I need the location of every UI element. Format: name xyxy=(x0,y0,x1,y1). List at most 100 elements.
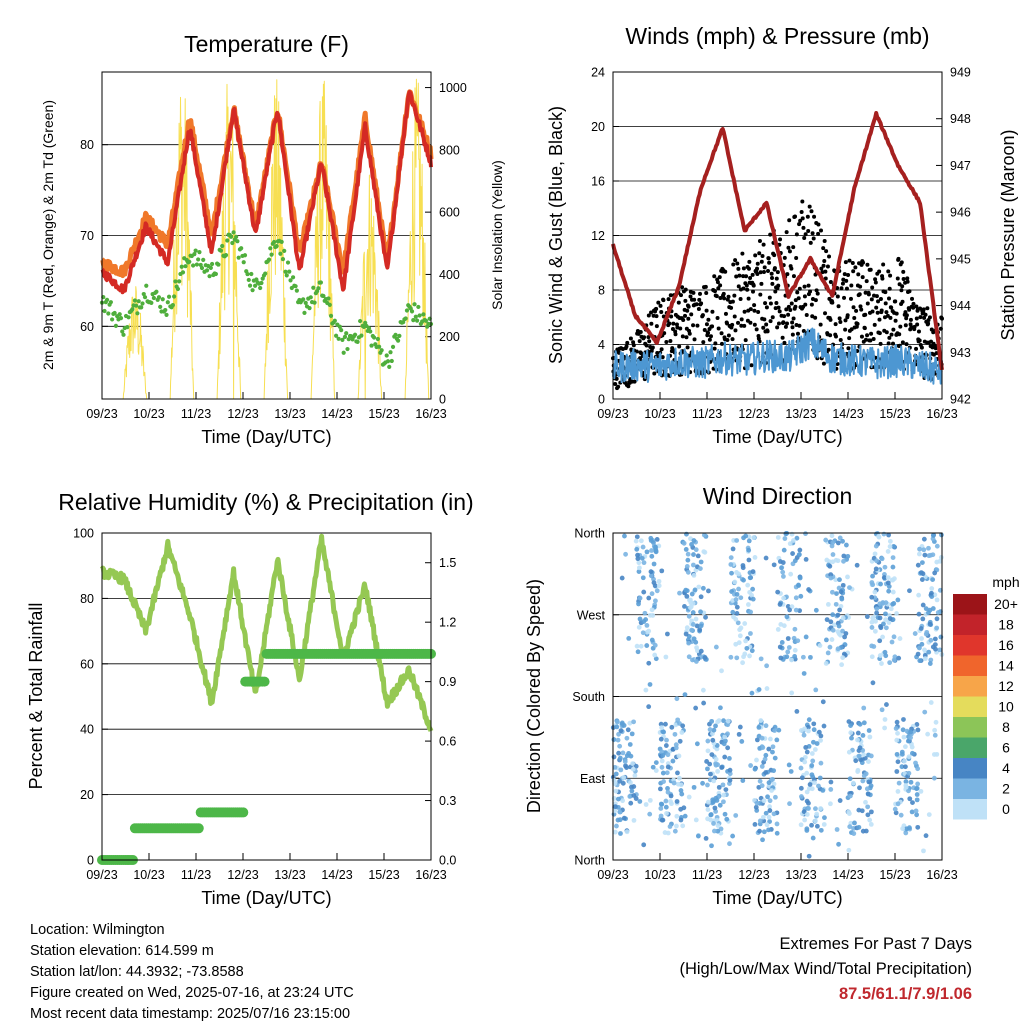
dewpoint-point xyxy=(175,286,181,292)
dewpoint-point xyxy=(385,359,391,364)
direction-point xyxy=(798,727,804,733)
direction-point xyxy=(812,780,817,786)
direction-point xyxy=(734,655,740,661)
gust-point xyxy=(762,317,767,322)
x-tick-label: 16/23 xyxy=(926,868,957,882)
dewpoint-point xyxy=(160,297,165,302)
direction-point xyxy=(895,759,901,765)
direction-point xyxy=(695,553,701,559)
temperature-y-title: 2m & 9m T (Red, Orange) & 2m Td (Green) xyxy=(40,100,56,370)
gust-point xyxy=(899,288,904,293)
direction-point xyxy=(835,629,841,635)
direction-point xyxy=(856,807,862,813)
direction-point xyxy=(841,558,846,564)
direction-point xyxy=(835,612,841,618)
y-tick-label: 60 xyxy=(80,657,94,671)
direction-point xyxy=(757,778,763,784)
y-tick-label: 70 xyxy=(80,229,94,243)
gust-point xyxy=(790,320,795,325)
direction-point xyxy=(615,719,620,725)
direction-point xyxy=(885,575,891,580)
direction-point xyxy=(705,807,711,812)
dewpoint-point xyxy=(283,269,288,274)
direction-point xyxy=(919,560,925,566)
direction-point xyxy=(770,749,775,755)
direction-point xyxy=(664,770,670,776)
direction-point xyxy=(928,657,934,663)
gust-point xyxy=(791,245,796,250)
direction-point xyxy=(691,538,697,543)
gust-point xyxy=(691,323,696,328)
x-tick-label: 16/23 xyxy=(415,407,446,421)
direction-point xyxy=(908,779,914,785)
gust-point xyxy=(765,329,770,334)
gust-point xyxy=(806,283,811,288)
gust-point xyxy=(715,315,720,320)
direction-point xyxy=(648,569,654,575)
direction-point xyxy=(753,804,759,810)
x-tick-label: 10/23 xyxy=(644,868,675,882)
dewpoint-point xyxy=(268,246,273,251)
gust-point xyxy=(800,199,805,204)
direction-point xyxy=(752,822,758,827)
direction-point xyxy=(737,633,743,639)
direction-point xyxy=(616,731,621,737)
gust-point xyxy=(767,295,772,300)
extremes-subtitle: (High/Low/Max Wind/Total Precipitation) xyxy=(679,960,972,978)
dewpoint-point xyxy=(235,239,240,244)
direction-point xyxy=(774,737,780,743)
gust-point xyxy=(877,331,882,336)
gust-point xyxy=(761,325,766,330)
direction-point xyxy=(837,577,842,583)
wind-title: Winds (mph) & Pressure (mb) xyxy=(625,23,929,49)
direction-point xyxy=(730,609,736,615)
direction-point xyxy=(745,602,751,607)
direction-point xyxy=(737,724,743,730)
gust-point xyxy=(877,269,882,274)
direction-point xyxy=(700,780,705,786)
direction-title: Wind Direction xyxy=(703,483,853,509)
y-tick-label: 16 xyxy=(591,175,605,189)
gust-point xyxy=(871,336,876,341)
dewpoint-point xyxy=(199,265,205,271)
direction-point xyxy=(902,744,908,750)
direction-point xyxy=(771,781,777,787)
gust-point xyxy=(766,256,771,261)
direction-point xyxy=(705,782,710,788)
humidity-title: Relative Humidity (%) & Precipitation (i… xyxy=(58,489,473,515)
gust-point xyxy=(827,254,832,259)
dewpoint-point xyxy=(192,252,197,257)
gust-point xyxy=(768,301,773,306)
direction-point xyxy=(757,818,763,824)
direction-point xyxy=(677,775,682,781)
gust-point xyxy=(893,318,898,323)
dewpoint-point xyxy=(113,323,119,328)
gust-point xyxy=(736,284,741,289)
direction-point xyxy=(827,563,833,569)
direction-point xyxy=(803,557,809,562)
y-tick-label: 8 xyxy=(598,284,605,298)
gust-point xyxy=(900,340,905,345)
direction-point xyxy=(749,592,755,598)
direction-point xyxy=(901,734,907,740)
direction-point xyxy=(767,736,773,742)
direction-point xyxy=(624,765,629,770)
direction-point xyxy=(908,735,913,741)
gust-point xyxy=(748,275,753,280)
gust-point xyxy=(757,239,762,244)
direction-point xyxy=(622,759,628,764)
gust-point xyxy=(889,332,894,337)
plot-frame xyxy=(612,532,943,861)
gust-point xyxy=(650,345,655,350)
direction-point xyxy=(771,562,777,568)
direction-point xyxy=(817,775,823,781)
legend-swatch xyxy=(953,696,987,717)
gust-point xyxy=(683,287,688,292)
x-tick-label: 13/23 xyxy=(785,868,816,882)
direction-point xyxy=(649,548,654,553)
direction-point xyxy=(811,727,817,733)
dewpoint-point xyxy=(249,271,254,277)
direction-point xyxy=(748,763,754,768)
dewpoint-point xyxy=(384,353,389,358)
gust-point xyxy=(651,313,656,318)
